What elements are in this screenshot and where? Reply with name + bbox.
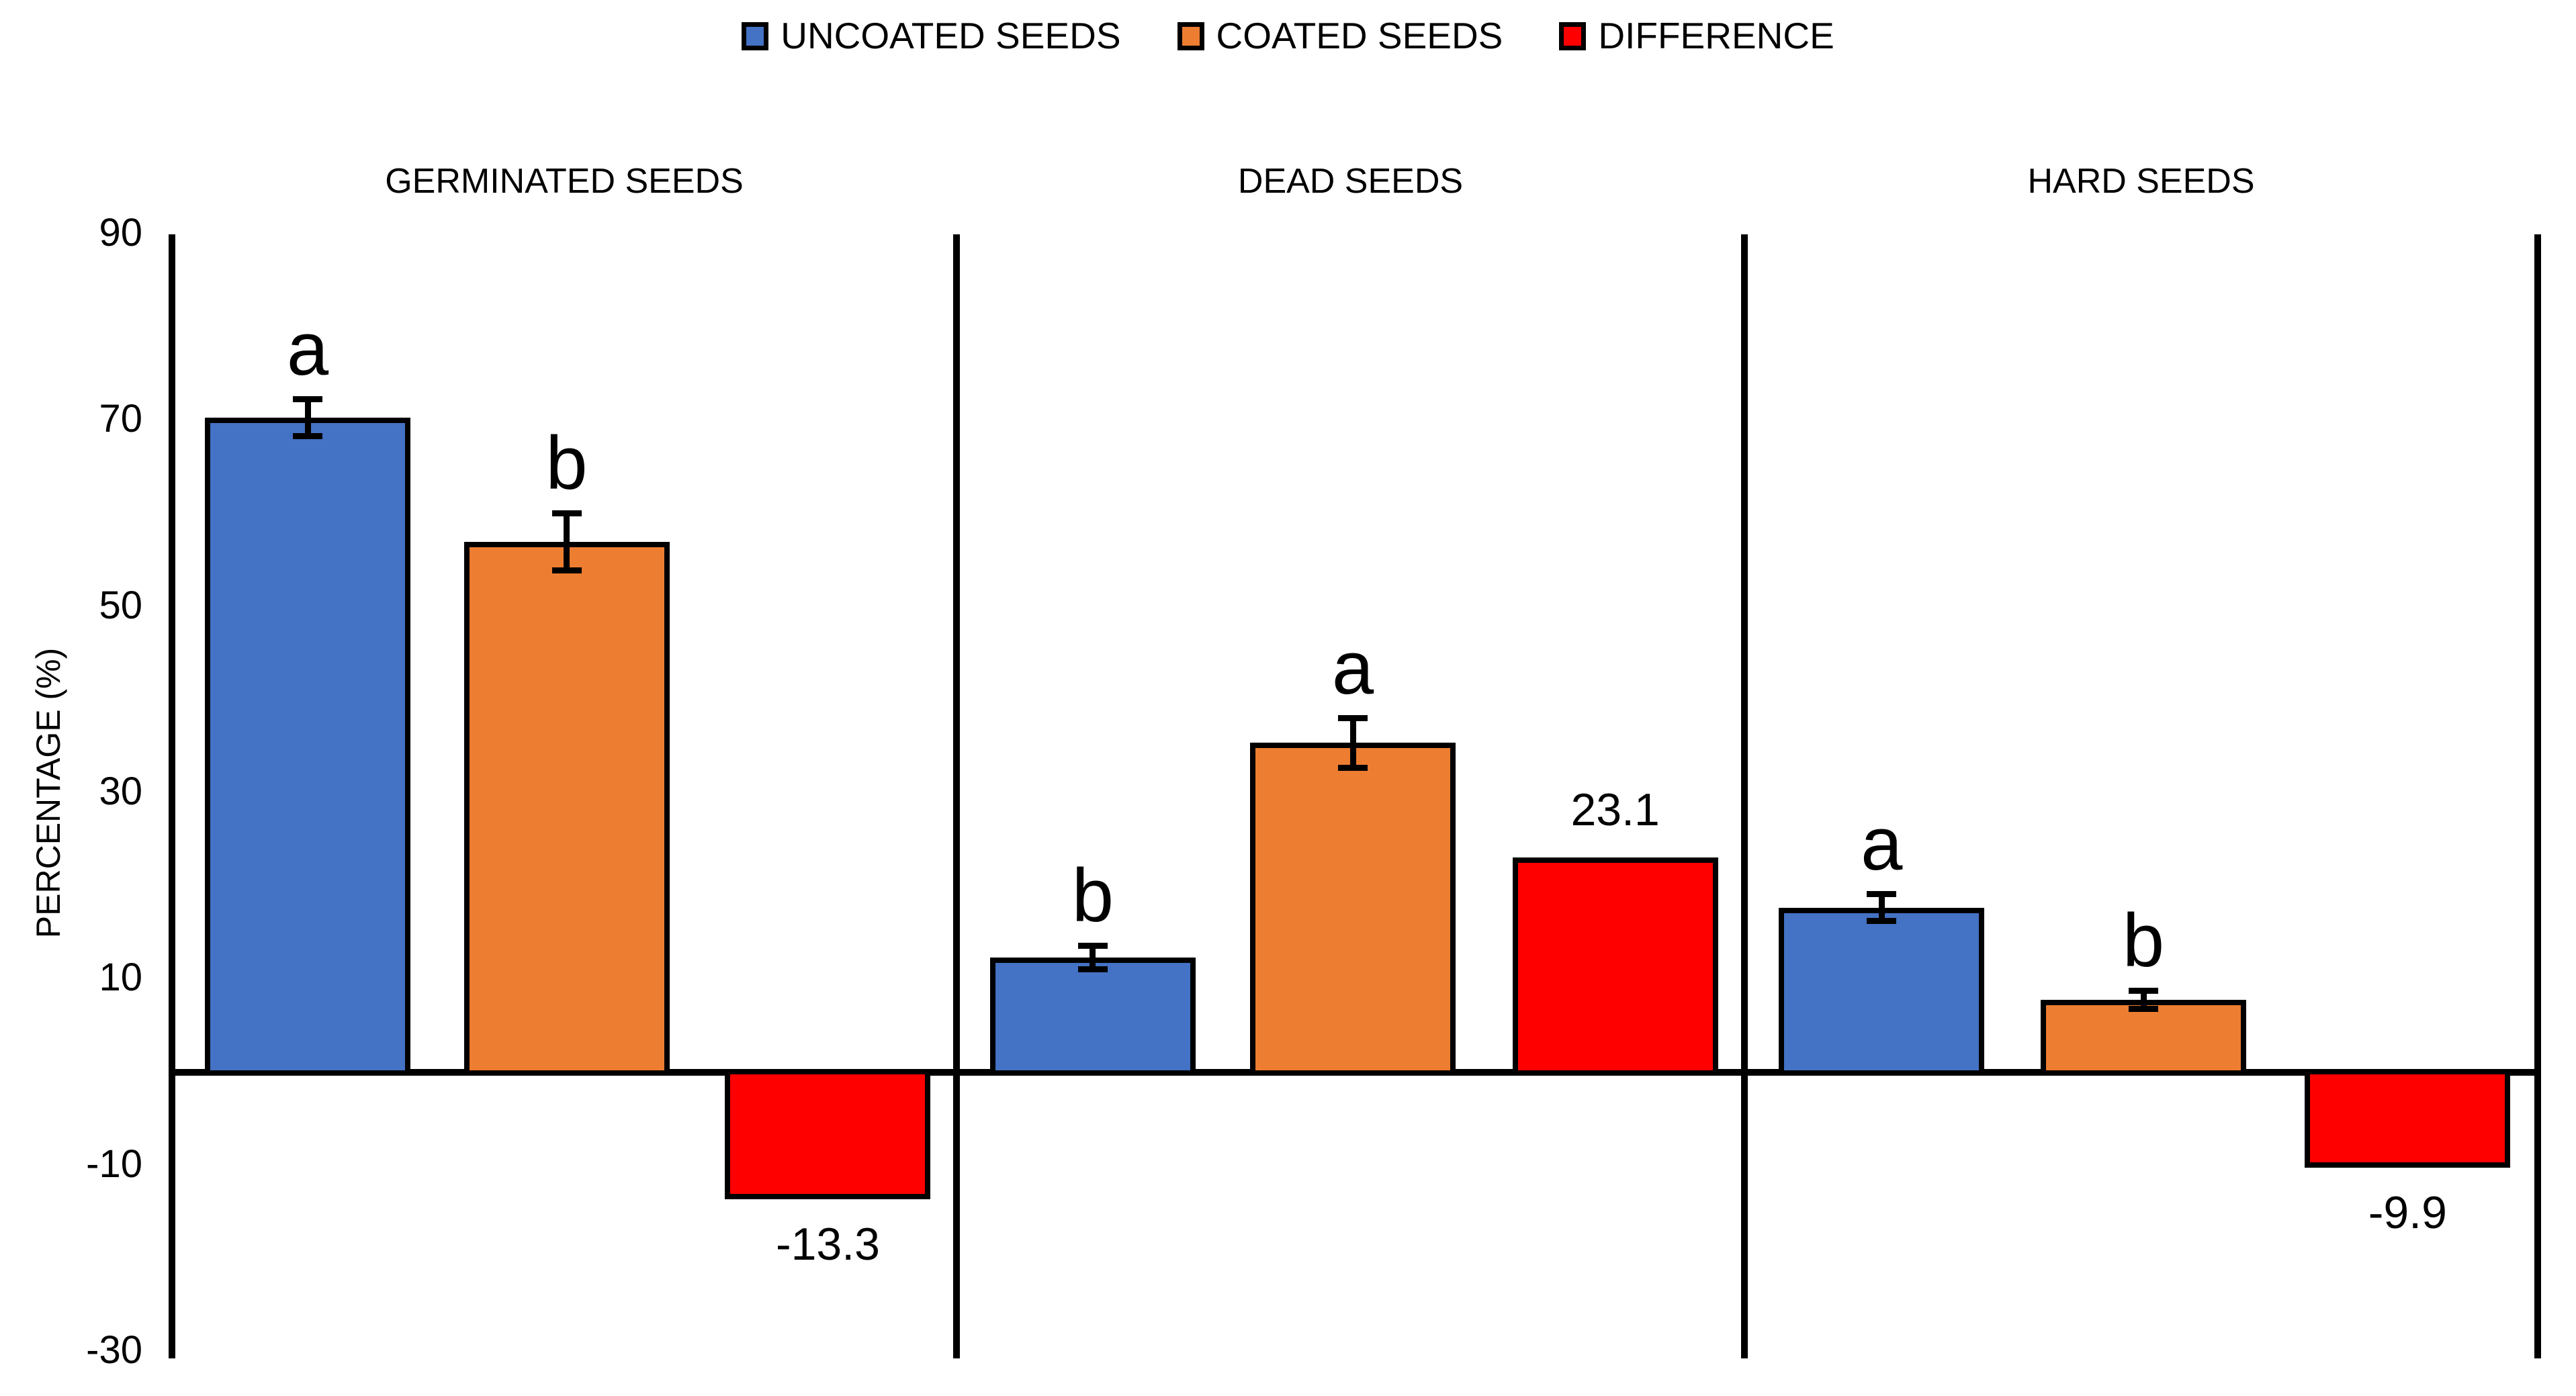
y-axis-line (169, 234, 175, 1358)
bar-hard-seeds-difference (2305, 1069, 2511, 1168)
y-tick-label--30: -30 (86, 1328, 142, 1372)
bar-germinated-seeds-difference (725, 1069, 931, 1200)
legend-label-coated: COATED SEEDS (1216, 15, 1503, 56)
y-tick-label-50: 50 (99, 583, 142, 627)
error-bar-germinated-seeds-coated (564, 512, 570, 571)
difference-value-label-dead-seeds: 23.1 (1570, 784, 1660, 835)
panel-divider-1 (953, 234, 960, 1358)
error-bar-cap-bottom (293, 432, 323, 439)
bar-dead-seeds-difference (1512, 857, 1718, 1076)
legend-label-uncoated: UNCOATED SEEDS (781, 15, 1121, 56)
error-bar-cap-top (2129, 987, 2159, 994)
error-bar-cap-bottom (1077, 966, 1108, 973)
error-bar-dead-seeds-uncoated (1090, 945, 1096, 970)
bar-hard-seeds-uncoated (1779, 907, 1985, 1076)
error-bar-cap-bottom (2129, 1005, 2159, 1012)
legend-item-coated: COATED SEEDS (1177, 15, 1503, 56)
legend-item-difference: DIFFERENCE (1559, 17, 1834, 54)
legend-swatch-coated-icon (1177, 21, 1204, 50)
error-bar-cap-top (1867, 890, 1897, 897)
plot-right-border (2534, 234, 2541, 1358)
error-bar-cap-top (551, 510, 582, 516)
panel-title-germinated-seeds: GERMINATED SEEDS (385, 162, 744, 201)
difference-value-label-hard-seeds: -9.9 (2368, 1187, 2447, 1239)
legend-label-difference: DIFFERENCE (1598, 15, 1834, 56)
error-bar-cap-bottom (551, 567, 582, 573)
error-bar-cap-bottom (1338, 764, 1368, 771)
y-tick-label-10: 10 (99, 956, 142, 1000)
error-bar-cap-top (1338, 714, 1368, 721)
significance-letter-germinated-seeds-coated: b (545, 420, 588, 505)
y-tick-label-30: 30 (99, 770, 142, 813)
panel-title-dead-seeds: DEAD SEEDS (1237, 162, 1464, 201)
error-bar-hard-seeds-coated (2140, 990, 2147, 1009)
error-bar-dead-seeds-coated (1349, 717, 1356, 768)
legend-item-uncoated: UNCOATED SEEDS (742, 15, 1121, 56)
y-tick-label--10: -10 (86, 1142, 142, 1186)
difference-value-label-germinated-seeds: -13.3 (775, 1219, 880, 1270)
bar-dead-seeds-coated (1250, 743, 1456, 1076)
bar-germinated-seeds-uncoated (205, 418, 411, 1076)
error-bar-germinated-seeds-uncoated (304, 399, 311, 436)
panel-divider-2 (1741, 234, 1748, 1358)
legend-swatch-uncoated-icon (742, 21, 769, 50)
significance-letter-dead-seeds-coated: a (1331, 625, 1374, 710)
error-bar-cap-bottom (1867, 918, 1897, 925)
panel-title-hard-seeds: HARD SEEDS (2027, 162, 2255, 201)
significance-letter-hard-seeds-uncoated: a (1861, 801, 1903, 886)
significance-letter-hard-seeds-coated: b (2122, 898, 2165, 982)
bar-germinated-seeds-coated (463, 541, 670, 1076)
error-bar-cap-top (1077, 943, 1108, 949)
significance-letter-dead-seeds-uncoated: b (1071, 853, 1114, 938)
error-bar-hard-seeds-uncoated (1878, 893, 1885, 922)
y-tick-label-90: 90 (99, 211, 142, 254)
legend: UNCOATED SEEDS COATED SEEDS DIFFERENCE (0, 17, 2576, 54)
significance-letter-germinated-seeds-uncoated: a (286, 307, 329, 391)
legend-swatch-difference-icon (1559, 21, 1587, 50)
error-bar-cap-top (293, 396, 323, 403)
y-tick-label-70: 70 (99, 397, 142, 441)
bar-dead-seeds-uncoated (989, 958, 1196, 1076)
